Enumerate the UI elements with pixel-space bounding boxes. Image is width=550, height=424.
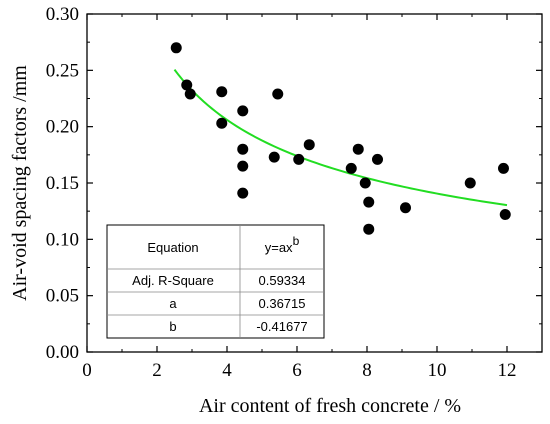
data-point bbox=[181, 79, 193, 91]
data-point bbox=[293, 153, 305, 165]
fit-curve bbox=[173, 69, 508, 207]
y-tick-label: 0.15 bbox=[46, 173, 79, 194]
x-tick-label: 10 bbox=[428, 360, 447, 381]
table-row-label: a bbox=[169, 296, 177, 311]
data-point bbox=[272, 88, 284, 100]
table-row-label: b bbox=[169, 319, 176, 334]
x-tick-label: 2 bbox=[152, 360, 162, 381]
x-tick-label: 8 bbox=[362, 360, 372, 381]
table-row-value: 0.59334 bbox=[259, 273, 306, 288]
data-point bbox=[237, 143, 249, 155]
data-point bbox=[216, 86, 228, 98]
data-point bbox=[359, 177, 371, 189]
data-point bbox=[363, 223, 375, 235]
y-axis-title: Air-void spacing factors /mm bbox=[9, 65, 31, 301]
data-point bbox=[237, 160, 249, 172]
equation-base: y=ax bbox=[265, 240, 293, 255]
table-frame bbox=[106, 224, 325, 339]
table-equation-value: y=axb bbox=[265, 234, 300, 255]
y-tick-label: 0.30 bbox=[46, 4, 79, 25]
data-point bbox=[268, 151, 280, 163]
data-point bbox=[303, 139, 315, 151]
y-tick-label: 0.05 bbox=[46, 286, 79, 307]
data-point bbox=[464, 177, 476, 189]
data-point bbox=[345, 162, 357, 174]
table-row-value: 0.36715 bbox=[259, 296, 306, 311]
data-point bbox=[372, 153, 383, 165]
x-axis-title: Air content of fresh concrete / % bbox=[199, 395, 461, 417]
data-point bbox=[170, 42, 182, 54]
data-point bbox=[400, 202, 411, 214]
x-tick-label: 6 bbox=[292, 360, 302, 381]
y-tick-label: 0.20 bbox=[46, 117, 79, 138]
data-point bbox=[499, 209, 511, 221]
x-tick-label: 4 bbox=[222, 360, 232, 381]
data-point bbox=[237, 105, 249, 117]
data-point bbox=[363, 196, 375, 208]
table-equation-label: Equation bbox=[147, 240, 198, 255]
table-row-value: -0.41677 bbox=[256, 319, 307, 334]
data-point bbox=[184, 88, 196, 100]
y-tick-label: 0.10 bbox=[46, 229, 79, 250]
data-point bbox=[498, 162, 509, 174]
data-point bbox=[237, 187, 249, 199]
y-tick-label: 0.25 bbox=[46, 60, 79, 81]
table-row-label: Adj. R-Square bbox=[132, 273, 214, 288]
fit-results-table: Equation y=axb Adj. R-Square 0.59334 a 0… bbox=[106, 224, 325, 339]
x-tick-label: 12 bbox=[498, 360, 517, 381]
data-point bbox=[216, 117, 228, 129]
y-tick-label: 0.00 bbox=[46, 342, 79, 363]
equation-exponent: b bbox=[293, 234, 300, 248]
x-tick-label: 0 bbox=[82, 360, 92, 381]
data-point bbox=[352, 143, 364, 155]
